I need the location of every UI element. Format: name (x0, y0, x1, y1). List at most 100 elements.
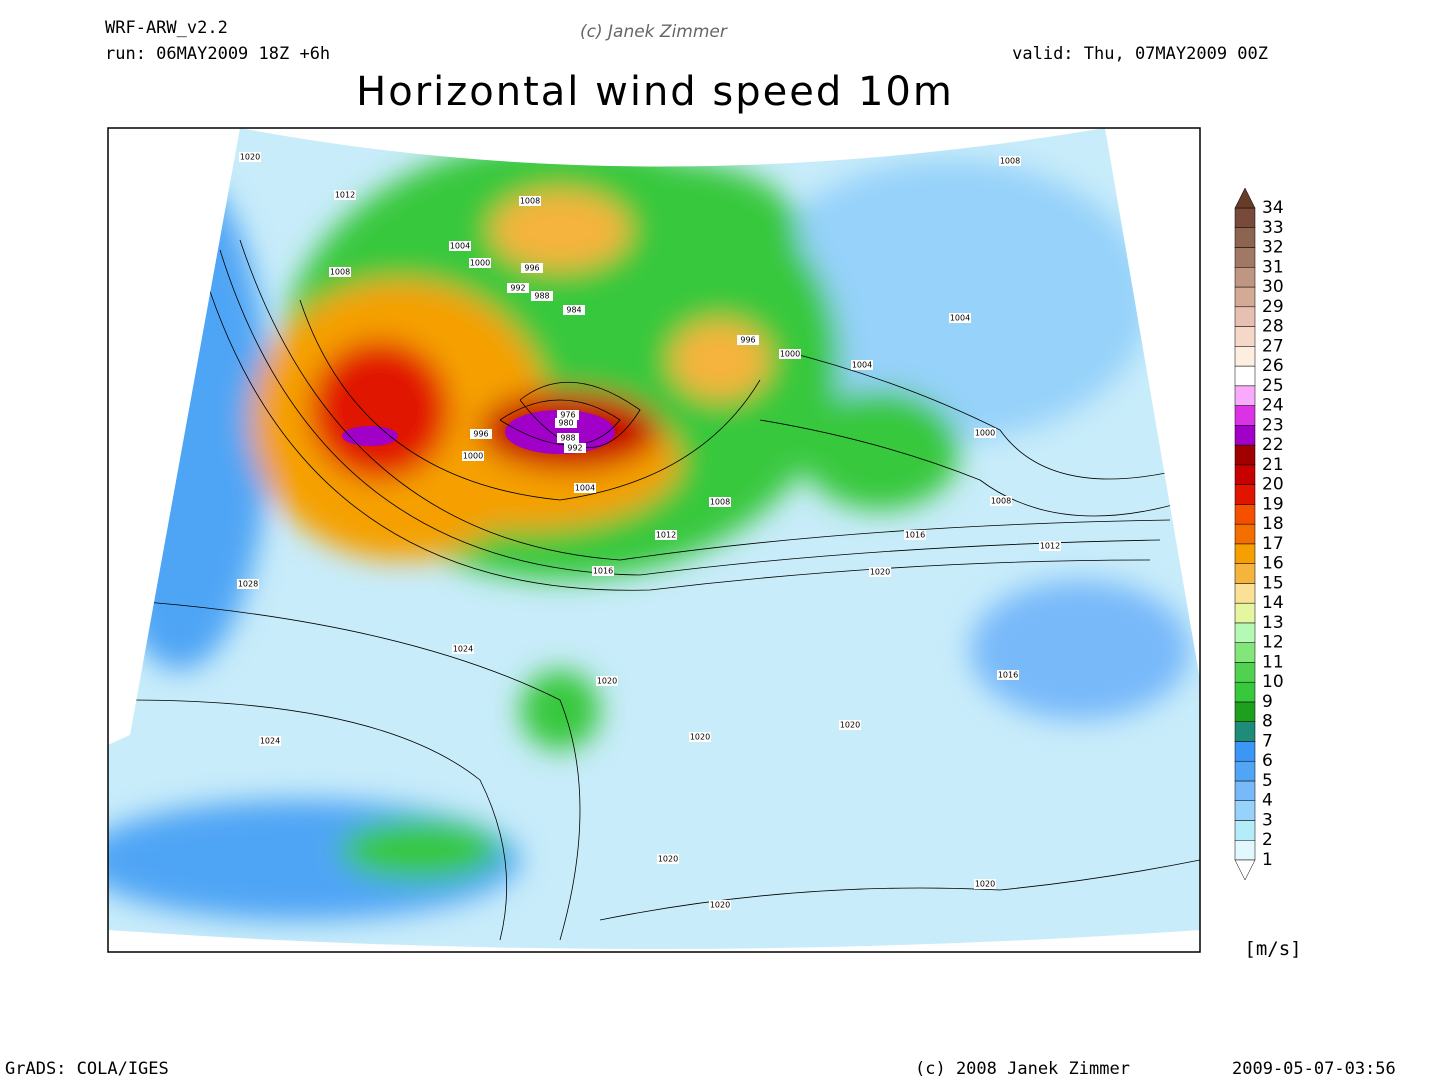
colorbar-bin (1234, 583, 1256, 604)
colorbar-bin (1234, 622, 1256, 643)
isobar-label-bg (1039, 541, 1061, 551)
isobar-label-bg (555, 418, 577, 428)
isobar-label-bg (974, 879, 996, 889)
isobar-label: 1008 (1000, 157, 1020, 166)
colorbar-label: 8 (1262, 712, 1273, 732)
isobar-label: 992 (510, 284, 525, 293)
colorbar-label: 21 (1262, 455, 1284, 475)
isobar-label-bg (709, 497, 731, 507)
isobar-label-bg (657, 854, 679, 864)
footer-left: GrADS: COLA/IGES (5, 1059, 169, 1079)
colorbar-label: 29 (1262, 297, 1284, 317)
isobar-label-bg (709, 900, 731, 910)
isobar-label-bg (557, 410, 579, 420)
isobar-label: 1020 (840, 721, 860, 730)
colorbar-bin (1234, 523, 1256, 545)
isobar-label-bg (839, 720, 861, 730)
isobar-label: 1000 (975, 429, 995, 438)
colorbar-bin (1234, 267, 1256, 288)
colorbar-label: 28 (1262, 317, 1284, 337)
colorbar-label: 19 (1262, 494, 1284, 514)
isobar-label-bg (521, 263, 543, 273)
footer-center: (c) 2008 Janek Zimmer (915, 1059, 1130, 1079)
isobar-label-bg (449, 241, 471, 251)
isobar-label-bg (531, 291, 553, 301)
isobar-label: 1024 (260, 737, 280, 746)
isobar-label: 1016 (998, 671, 1018, 680)
isobar-label: 1000 (470, 259, 490, 268)
colorbar-label: 27 (1262, 336, 1284, 356)
colorbar-label: 26 (1262, 356, 1284, 376)
colorbar-bin (1234, 701, 1256, 722)
colorbar-label: 13 (1262, 613, 1284, 633)
colorbar-bin (1234, 543, 1256, 564)
colorbar-label: 18 (1262, 514, 1284, 534)
isobar-label: 1020 (658, 855, 678, 864)
valid-time: valid: Thu, 07MAY2009 00Z (1012, 44, 1268, 64)
isobar-label: 976 (560, 411, 575, 420)
colorbar-bin (1234, 385, 1256, 406)
colorbar-bin (1234, 780, 1256, 801)
colorbar-bin (1234, 642, 1256, 663)
colorbar-label: 31 (1262, 257, 1284, 277)
isobar-label-bg (689, 732, 711, 742)
colorbar-label: 32 (1262, 238, 1284, 258)
isobar-label-bg (329, 267, 351, 277)
colorbar-bin (1234, 227, 1256, 248)
isobar-label: 1020 (240, 153, 260, 162)
isobar-label: 1020 (690, 733, 710, 742)
colorbar-bin (1234, 286, 1256, 308)
colorbar-bin (1234, 800, 1256, 821)
colorbar-label: 1 (1262, 850, 1273, 870)
isobar-label: 1008 (330, 268, 350, 277)
isobar-label-bg (779, 349, 801, 359)
colorbar-label: 17 (1262, 534, 1284, 554)
colorbar-label: 2 (1262, 830, 1273, 850)
isobar-label: 1020 (597, 677, 617, 686)
unit-label: [m/s] (1244, 938, 1301, 960)
isobar-label-bg (574, 483, 596, 493)
isobar-label-bg (334, 190, 356, 200)
isobar-label: 980 (558, 419, 573, 428)
isobar-label-bg (563, 305, 585, 315)
colorbar-bin (1234, 346, 1256, 367)
colorbar-label: 12 (1262, 633, 1284, 653)
colorbar-bin (1234, 504, 1256, 525)
isobar-label: 1012 (1040, 542, 1060, 551)
run-time: run: 06MAY2009 18Z +6h (105, 44, 330, 64)
colorbar-bin (1234, 405, 1256, 426)
colorbar-label: 16 (1262, 554, 1284, 574)
isobar-label-bg (592, 566, 614, 576)
colorbar-bin (1234, 464, 1256, 485)
isobar-label: 1004 (575, 484, 595, 493)
colorbar-bin (1234, 839, 1256, 861)
colorbar-bin (1234, 425, 1256, 446)
isobar-label-bg (974, 428, 996, 438)
isobar-label: 996 (740, 336, 755, 345)
isobar-label: 1016 (905, 531, 925, 540)
isobar-label-bg (904, 530, 926, 540)
colorbar-label: 11 (1262, 652, 1284, 672)
colorbar-label: 34 (1262, 198, 1284, 218)
colorbar-bin (1234, 760, 1256, 782)
isobar-label: 996 (524, 264, 539, 273)
isobar-label: 1008 (710, 498, 730, 507)
isobar-label-bg (990, 496, 1012, 506)
isobar-label-bg (949, 313, 971, 323)
isobar-label-bg (596, 676, 618, 686)
colorbar-label: 5 (1262, 771, 1273, 791)
isobar-label-bg (469, 258, 491, 268)
colorbar-label: 22 (1262, 435, 1284, 455)
isobar-label: 1000 (463, 452, 483, 461)
colorbar-label: 33 (1262, 218, 1284, 238)
colorbar-label: 6 (1262, 751, 1273, 771)
colorbar-bin (1234, 444, 1256, 466)
isobar-label-bg (259, 736, 281, 746)
colorbar-bin (1234, 820, 1256, 841)
colorbar-label: 10 (1262, 672, 1284, 692)
colorbar-bin (1234, 563, 1256, 584)
isobar-label: 1012 (335, 191, 355, 200)
isobar-label-bg (655, 530, 677, 540)
colorbar-bin (1234, 326, 1256, 347)
